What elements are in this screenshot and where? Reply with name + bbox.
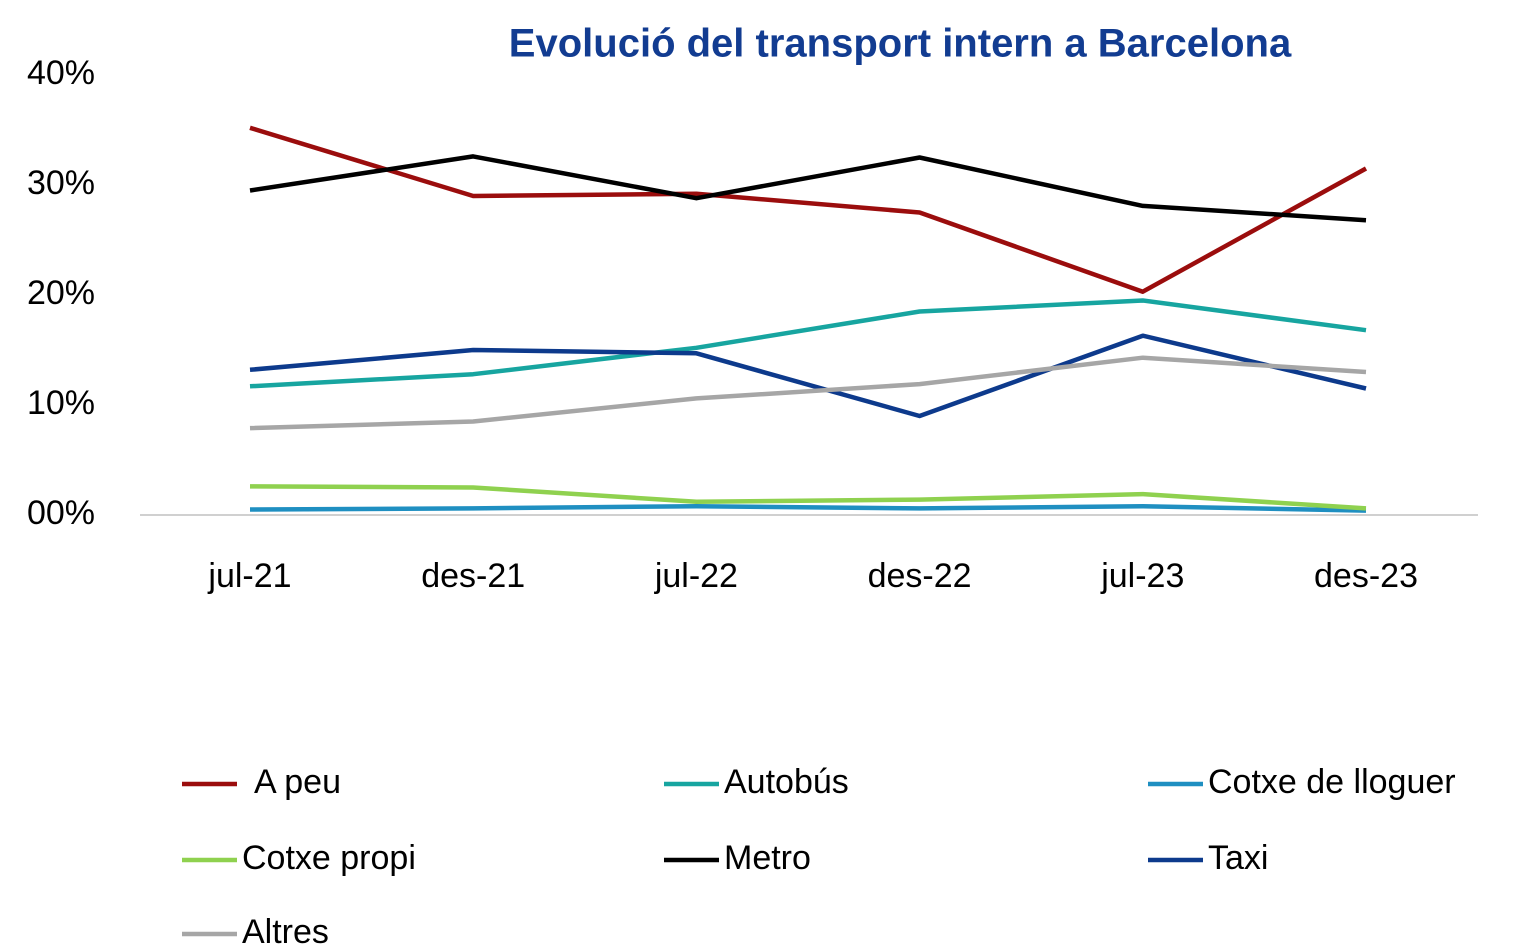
y-tick-label: 00% bbox=[27, 494, 95, 532]
series-line bbox=[249, 154, 1367, 223]
series-line bbox=[249, 503, 1367, 513]
y-tick-label: 20% bbox=[27, 274, 95, 312]
y-tick-label: 40% bbox=[27, 54, 95, 92]
legend-label: A peu bbox=[254, 763, 341, 801]
series-line bbox=[249, 125, 1368, 294]
series-line bbox=[249, 333, 1367, 419]
series-line bbox=[249, 298, 1367, 389]
series-line bbox=[249, 355, 1367, 431]
chart-title: Evolució del transport intern a Barcelon… bbox=[509, 22, 1292, 66]
series-line bbox=[249, 484, 1367, 511]
x-tick-label: des-21 bbox=[421, 557, 525, 595]
legend-label: Cotxe propi bbox=[242, 839, 416, 877]
x-tick-label: des-22 bbox=[868, 557, 972, 595]
x-tick-label: jul-22 bbox=[654, 557, 738, 595]
x-tick-label: des-23 bbox=[1314, 557, 1418, 595]
legend-label: Cotxe de lloguer bbox=[1208, 763, 1456, 801]
legend-label: Autobús bbox=[724, 763, 849, 801]
x-tick-label: jul-23 bbox=[1100, 557, 1184, 595]
legend-label: Altres bbox=[242, 913, 329, 949]
legend-label: Taxi bbox=[1208, 839, 1268, 877]
x-tick-label: jul-21 bbox=[207, 557, 291, 595]
y-tick-label: 10% bbox=[27, 384, 95, 422]
legend-label: Metro bbox=[724, 839, 811, 877]
y-tick-label: 30% bbox=[27, 164, 95, 202]
